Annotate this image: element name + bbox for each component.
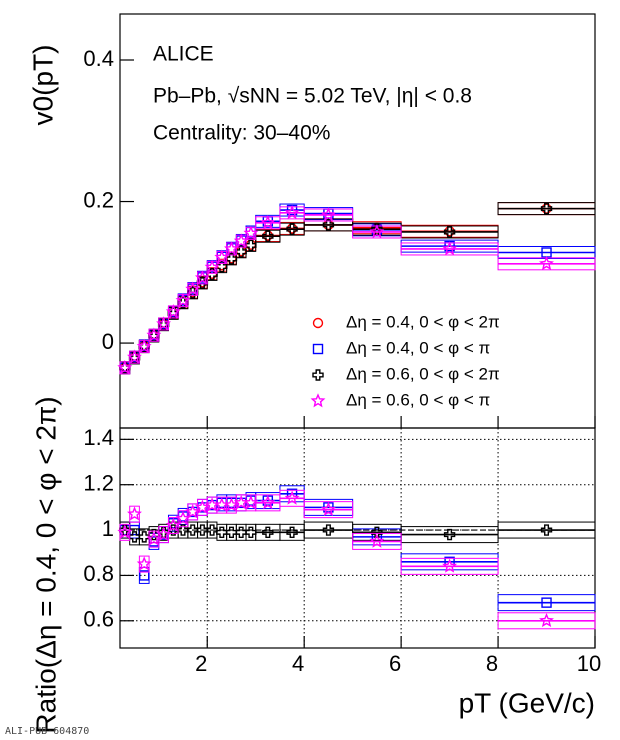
- y-tick-label: 0.6: [83, 607, 114, 632]
- marker: [260, 214, 276, 230]
- marker: [117, 524, 133, 539]
- marker: [260, 494, 276, 510]
- y-axis-title: v0(pT): [27, 45, 58, 126]
- marker: [175, 510, 191, 526]
- marker: [194, 499, 210, 514]
- marker: [443, 528, 456, 541]
- marker: [243, 225, 259, 240]
- marker: [369, 224, 385, 239]
- marker: [262, 526, 274, 539]
- marker: [214, 249, 230, 264]
- syst-box: [119, 523, 131, 541]
- marker: [322, 524, 335, 536]
- marker: [322, 219, 335, 231]
- y-tick-label: 0: [102, 329, 114, 354]
- marker: [165, 517, 181, 532]
- legend-marker: [312, 369, 324, 381]
- marker: [185, 504, 201, 519]
- marker: [443, 226, 456, 238]
- marker: [194, 270, 210, 285]
- marker: [136, 338, 152, 354]
- marker: [146, 327, 162, 342]
- legend-marker: [312, 343, 324, 355]
- x-tick-label: 10: [577, 651, 601, 676]
- marker: [540, 202, 553, 215]
- marker: [284, 205, 300, 220]
- y-tick-label: 0.8: [83, 561, 114, 586]
- syst-box: [129, 505, 140, 523]
- marker: [371, 526, 383, 539]
- marker: [185, 281, 201, 296]
- marker: [127, 506, 142, 521]
- marker: [175, 292, 191, 307]
- y-axis-title: Ratio(Δη = 0.4, 0 < φ < 2π): [30, 396, 61, 733]
- annotation: Centrality: 30–40%: [153, 122, 330, 145]
- marker: [117, 359, 133, 375]
- marker: [187, 524, 199, 536]
- y-tick-label: 0.2: [83, 187, 114, 212]
- x-axis-title: pT (GeV/c): [459, 687, 595, 718]
- marker: [371, 223, 383, 235]
- footer: ALI-PUB-604870: [5, 726, 89, 737]
- syst-box: [158, 526, 169, 544]
- marker: [540, 524, 553, 536]
- annotation: Pb–Pb, √sNN = 5.02 TeV, |η| < 0.8: [153, 85, 472, 108]
- legend-label: Δη = 0.6, 0 < φ < π: [346, 390, 490, 409]
- legend-label: Δη = 0.6, 0 < φ < 2π: [346, 364, 500, 383]
- marker: [320, 501, 336, 517]
- marker: [204, 259, 220, 274]
- marker: [165, 304, 181, 319]
- marker: [128, 531, 141, 543]
- marker: [146, 531, 162, 546]
- legend-marker: [312, 317, 324, 329]
- marker: [156, 526, 172, 542]
- marker: [136, 556, 152, 571]
- marker: [262, 230, 274, 242]
- legend-label: Δη = 0.4, 0 < φ < 2π: [346, 312, 500, 331]
- syst-box: [138, 555, 150, 573]
- marker: [138, 531, 150, 543]
- legend-label: Δη = 0.4, 0 < φ < π: [346, 338, 490, 357]
- marker: [286, 526, 298, 539]
- marker: [369, 533, 385, 548]
- y-tick-label: 1: [102, 516, 114, 541]
- marker: [442, 558, 458, 573]
- marker: [539, 612, 554, 628]
- x-tick-label: 2: [195, 651, 207, 676]
- marker: [225, 526, 238, 539]
- y-tick-label: 0.4: [83, 46, 114, 71]
- y-tick-label: 1.2: [83, 471, 114, 496]
- marker: [245, 526, 257, 539]
- marker: [320, 207, 336, 222]
- marker: [541, 597, 552, 608]
- marker: [442, 241, 458, 256]
- marker: [286, 223, 298, 235]
- x-tick-label: 8: [486, 651, 498, 676]
- marker: [216, 526, 228, 539]
- marker: [206, 524, 218, 536]
- y-tick-label: 1.4: [83, 425, 114, 450]
- annotation: ALICE: [153, 43, 214, 66]
- marker: [539, 255, 554, 271]
- marker: [139, 570, 150, 581]
- x-tick-label: 6: [389, 651, 401, 676]
- marker: [127, 349, 142, 364]
- legend-marker: [310, 393, 326, 408]
- marker: [235, 526, 247, 539]
- x-tick-label: 4: [292, 651, 304, 676]
- marker: [284, 490, 300, 505]
- marker: [156, 316, 172, 331]
- marker: [196, 524, 209, 536]
